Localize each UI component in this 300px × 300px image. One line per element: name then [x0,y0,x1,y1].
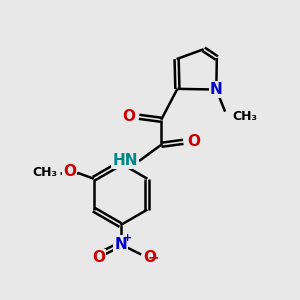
Text: O: O [143,250,157,265]
Text: −: − [148,250,159,264]
Text: N: N [114,237,127,252]
Text: +: + [122,233,132,243]
Text: CH₃: CH₃ [232,110,257,123]
Text: N: N [210,82,223,97]
Text: O: O [92,250,105,265]
Text: CH₃: CH₃ [32,166,57,179]
Text: O: O [63,164,76,179]
Text: O: O [123,109,136,124]
Text: HN: HN [112,153,138,168]
Text: O: O [187,134,200,149]
